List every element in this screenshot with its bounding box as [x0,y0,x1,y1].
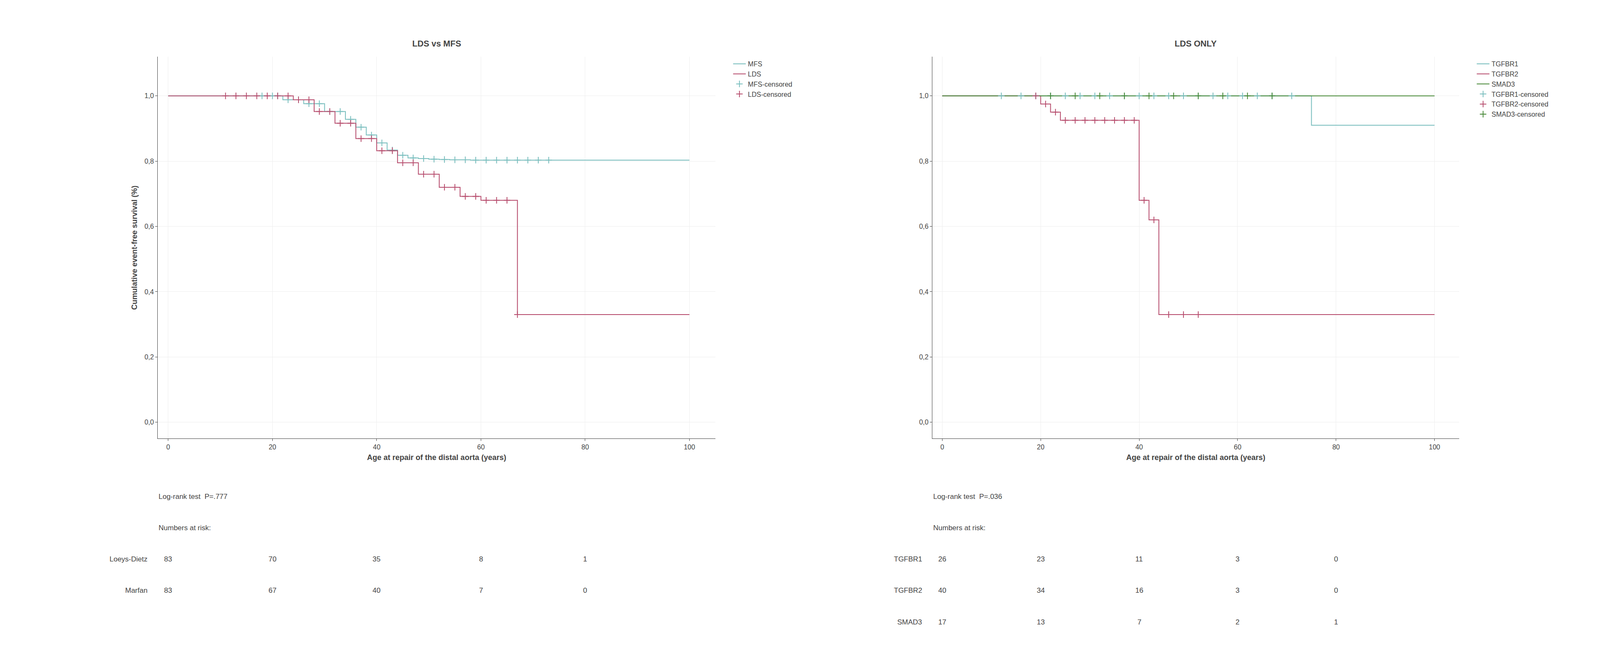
svg-text:40: 40 [372,586,381,595]
svg-text:1,0: 1,0 [144,92,154,100]
svg-text:Cumulative event-free survival: Cumulative event-free survival (%) [130,185,139,310]
svg-text:Log-rank test P=.777: Log-rank test P=.777 [158,492,228,501]
svg-text:2: 2 [1235,618,1240,627]
svg-text:23: 23 [1036,555,1045,564]
svg-text:TGFBR1: TGFBR1 [1491,60,1519,68]
svg-text:100: 100 [683,443,696,451]
svg-text:17: 17 [938,618,947,627]
svg-text:80: 80 [1332,443,1340,451]
svg-text:0,6: 0,6 [919,222,929,231]
svg-text:70: 70 [268,555,277,564]
svg-text:0: 0 [1334,555,1338,564]
svg-text:LDS: LDS [747,70,762,78]
svg-text:40: 40 [938,586,947,595]
svg-text:LDS ONLY: LDS ONLY [1174,38,1217,49]
svg-text:0,8: 0,8 [919,157,929,165]
svg-text:SMAD3: SMAD3 [1491,80,1516,88]
svg-text:Age at repair of the distal ao: Age at repair of the distal aorta (years… [1126,453,1266,462]
svg-text:0: 0 [940,443,945,451]
svg-text:TGFBR1-censored: TGFBR1-censored [1491,90,1549,99]
svg-text:Marfan: Marfan [125,586,148,595]
svg-text:60: 60 [477,443,485,451]
svg-text:3: 3 [1235,586,1240,595]
svg-text:SMAD3-censored: SMAD3-censored [1491,110,1546,118]
svg-text:67: 67 [268,586,277,595]
svg-text:LDS-censored: LDS-censored [747,90,792,99]
svg-text:3: 3 [1235,555,1240,564]
svg-text:Numbers at risk:: Numbers at risk: [158,523,211,532]
svg-text:1: 1 [1334,618,1338,627]
svg-text:TGFBR2: TGFBR2 [1491,70,1519,78]
svg-text:TGFBR2-censored: TGFBR2-censored [1491,100,1549,108]
svg-text:1,0: 1,0 [919,92,929,100]
svg-text:Age at repair of the distal ao: Age at repair of the distal aorta (years… [367,453,507,462]
svg-text:0: 0 [583,586,587,595]
svg-text:0: 0 [166,443,170,451]
svg-text:11: 11 [1135,555,1143,564]
svg-text:Log-rank test P=.036: Log-rank test P=.036 [933,492,1003,501]
svg-text:MFS: MFS [747,60,763,68]
svg-text:7: 7 [479,586,483,595]
svg-text:0,2: 0,2 [144,353,154,361]
svg-text:LDS vs MFS: LDS vs MFS [412,38,462,49]
svg-text:0,8: 0,8 [144,157,154,165]
svg-text:8: 8 [479,555,483,564]
svg-text:13: 13 [1036,618,1045,627]
svg-text:20: 20 [268,443,277,451]
svg-text:0,6: 0,6 [144,222,154,231]
svg-text:Loeys-Dietz: Loeys-Dietz [109,555,148,564]
svg-text:0,4: 0,4 [144,288,154,296]
svg-text:0,4: 0,4 [919,288,929,296]
svg-text:0,2: 0,2 [919,353,929,361]
svg-text:100: 100 [1428,443,1441,451]
svg-text:20: 20 [1036,443,1045,451]
svg-text:1: 1 [583,555,587,564]
svg-text:MFS-censored: MFS-censored [747,80,793,88]
svg-text:0,0: 0,0 [144,418,154,426]
svg-text:SMAD3: SMAD3 [897,618,923,627]
svg-text:26: 26 [938,555,947,564]
svg-text:35: 35 [372,555,381,564]
svg-text:34: 34 [1036,586,1045,595]
svg-text:16: 16 [1135,586,1144,595]
svg-text:40: 40 [372,443,381,451]
svg-text:83: 83 [164,586,173,595]
svg-text:40: 40 [1135,443,1143,451]
svg-text:60: 60 [1233,443,1242,451]
svg-text:80: 80 [581,443,590,451]
svg-text:7: 7 [1137,618,1142,627]
svg-text:TGFBR2: TGFBR2 [893,586,923,595]
svg-text:0,0: 0,0 [919,418,929,426]
svg-text:Numbers at risk:: Numbers at risk: [933,523,986,532]
svg-text:0: 0 [1334,586,1338,595]
svg-text:83: 83 [164,555,173,564]
svg-text:TGFBR1: TGFBR1 [893,555,923,564]
